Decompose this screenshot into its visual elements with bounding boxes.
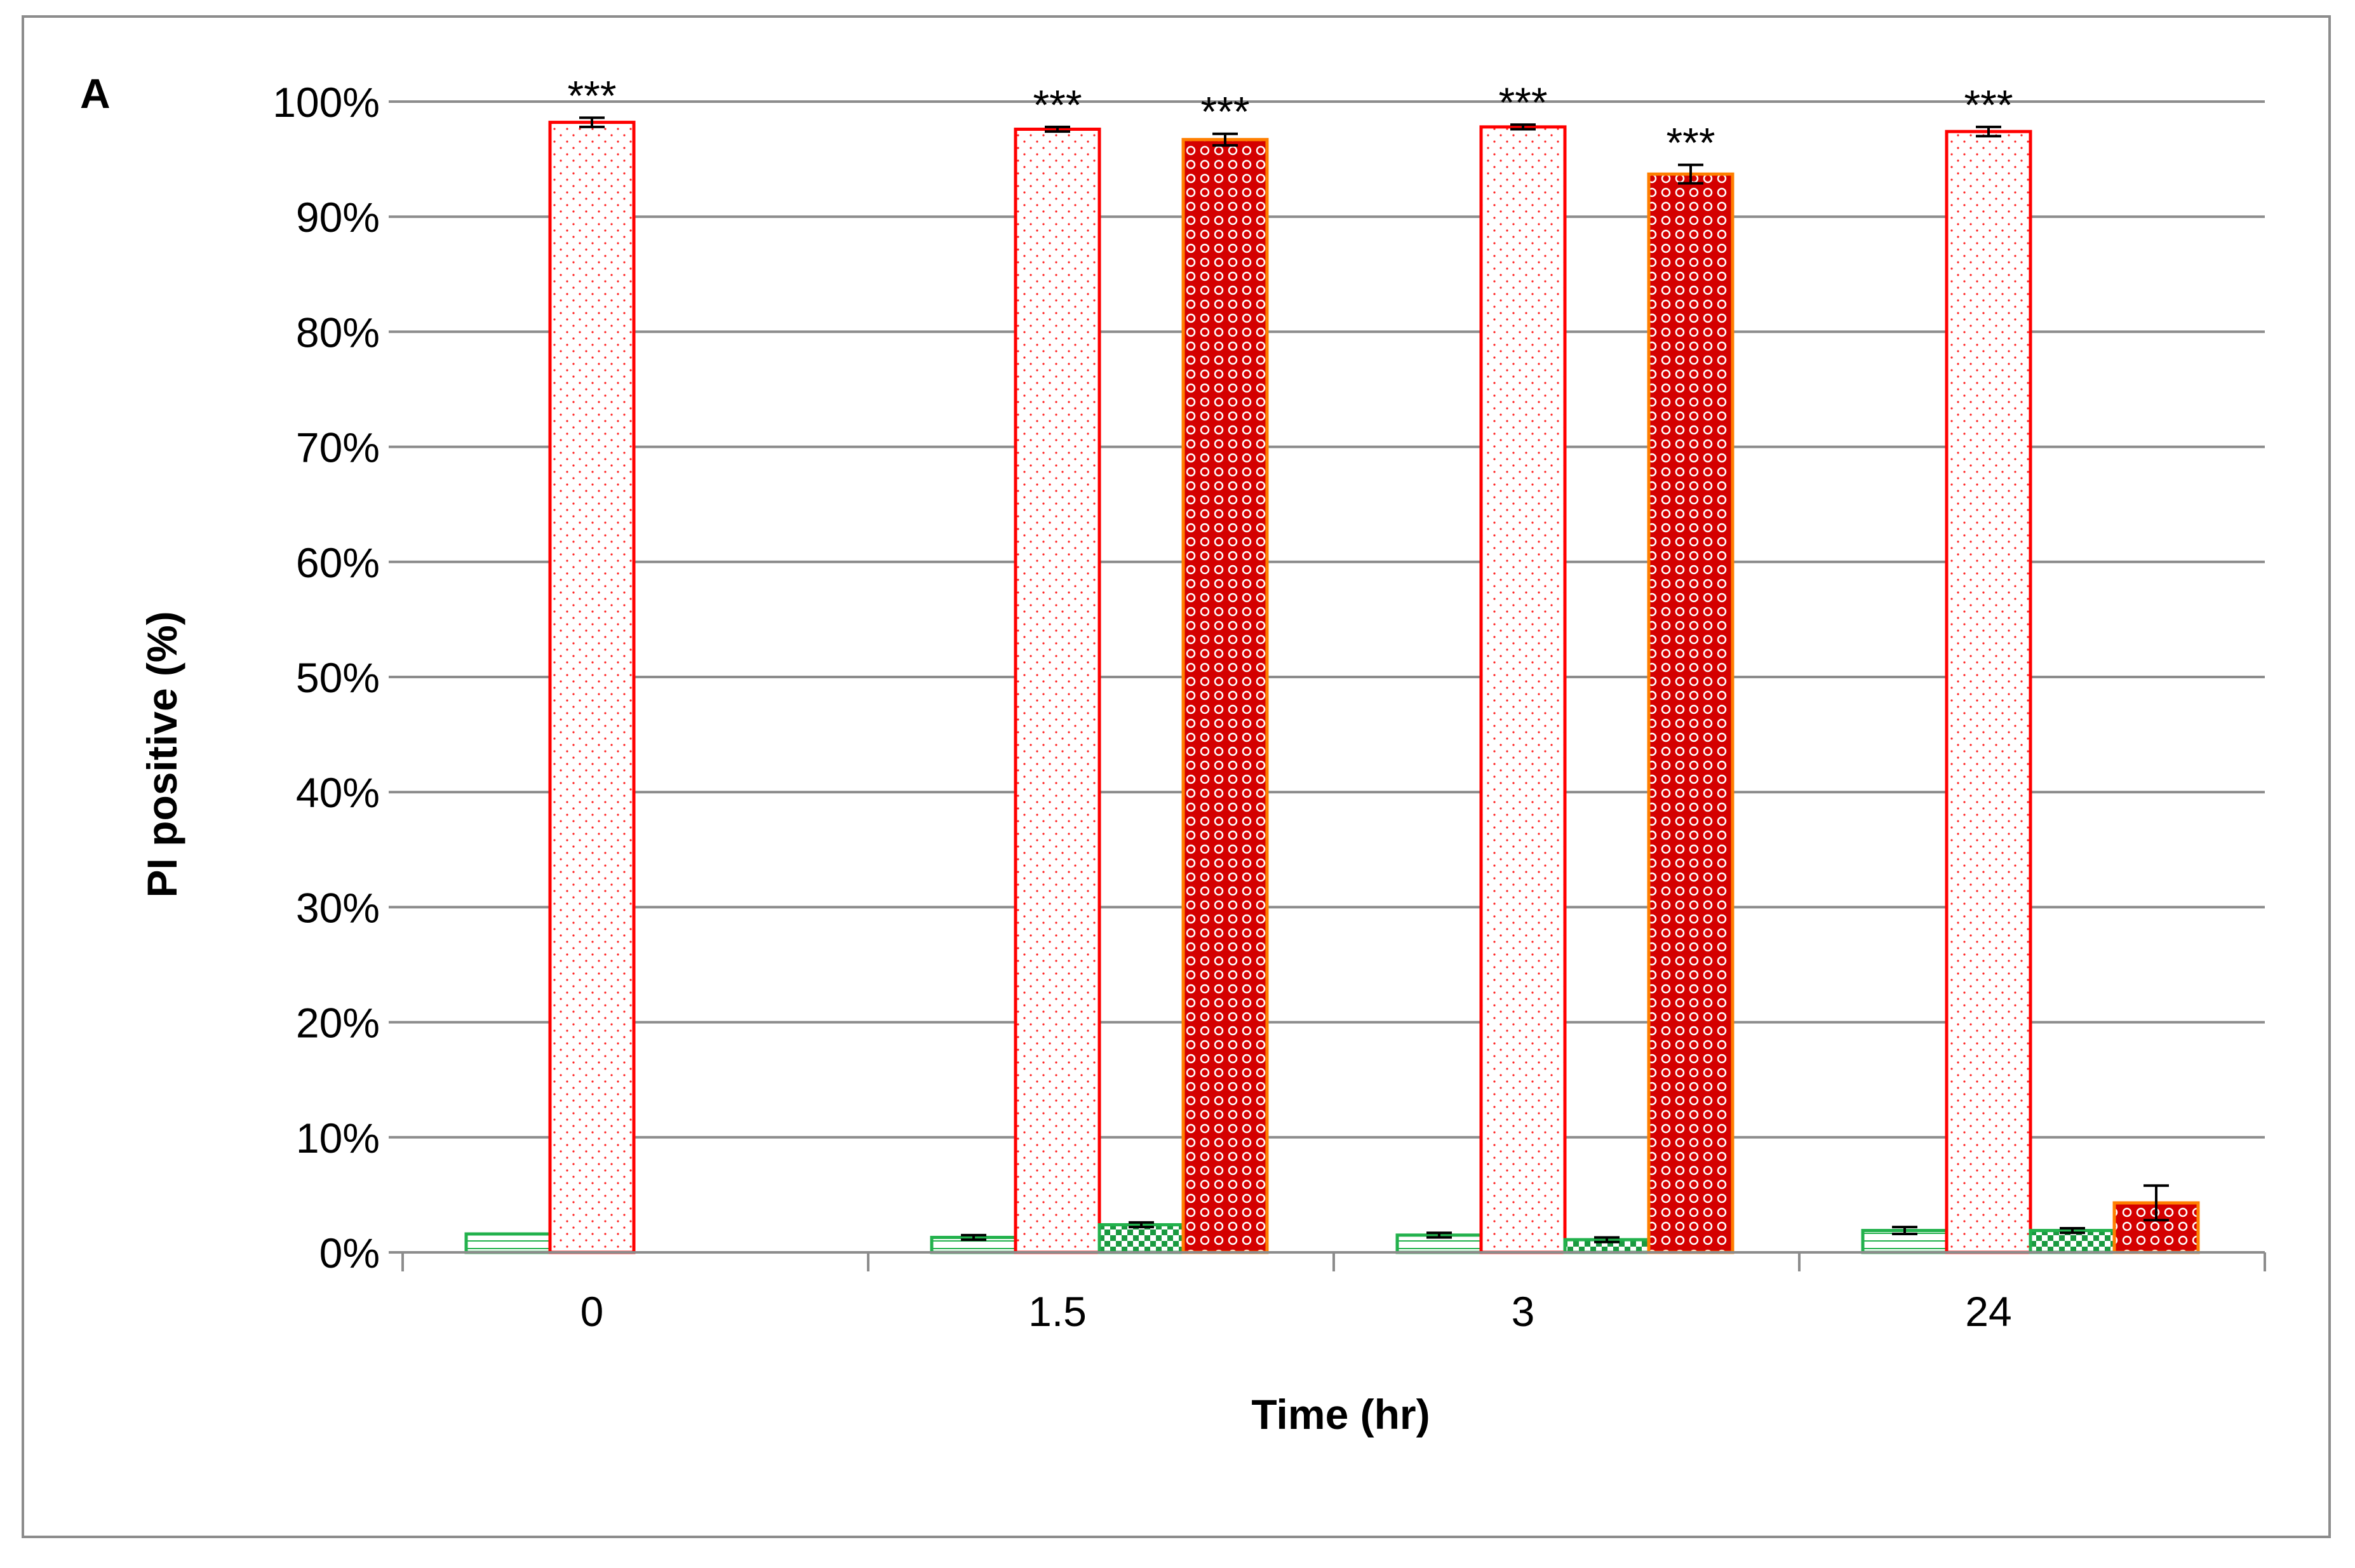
y-tick-label: 20%	[296, 1000, 380, 1047]
chart-frame: A 0% 10% 20% 30% 40% 50% 60% 70% 80% 90% 100% *** *…	[22, 15, 2331, 1538]
y-tick-label: 90%	[296, 194, 380, 241]
bars	[464, 121, 2200, 1254]
y-tick-label: 80%	[296, 309, 380, 356]
y-axis-tick-labels: 0% 10% 20% 30% 40% 50% 60% 70% 80% 90% 100%	[272, 79, 403, 1277]
significance-marker: ***	[1964, 81, 2013, 128]
x-axis-tick-labels: 0 1.5 3 24	[580, 1288, 2012, 1335]
y-tick-label: 40%	[296, 769, 380, 816]
x-tick-label: 0	[580, 1288, 604, 1335]
bar	[548, 121, 636, 1254]
x-tick-label: 24	[1965, 1288, 2011, 1335]
significance-markers: *** *** *** *** *** ***	[567, 72, 2013, 166]
significance-marker: ***	[567, 72, 616, 119]
y-tick-label: 30%	[296, 884, 380, 931]
significance-marker: ***	[1033, 81, 1082, 128]
bar	[1097, 1223, 1185, 1254]
x-axis-title: Time (hr)	[1251, 1391, 1430, 1438]
bar	[1014, 127, 1101, 1254]
y-axis-title: PI positive (%)	[138, 611, 185, 897]
bar	[1945, 130, 2032, 1254]
y-tick-label: 0%	[319, 1230, 380, 1277]
y-tick-label: 50%	[296, 654, 380, 701]
bar	[1479, 125, 1567, 1254]
bar	[1181, 138, 1269, 1254]
error-bars	[579, 116, 2169, 1243]
significance-marker: ***	[1498, 79, 1547, 126]
bar-chart: A 0%10%20%30%40%50%60%70%80%90%100% *** *…	[80, 70, 2266, 1438]
x-tick-label: 1.5	[1028, 1288, 1087, 1335]
y-tick-label: 60%	[296, 539, 380, 586]
panel-label: A	[80, 70, 111, 117]
significance-marker: ***	[1200, 88, 1249, 135]
significance-marker: ***	[1666, 119, 1715, 166]
x-axis	[401, 1251, 2266, 1271]
y-tick-label: 70%	[296, 424, 380, 471]
gridlines	[403, 100, 2265, 1139]
x-tick-label: 3	[1512, 1288, 1535, 1335]
bar	[1647, 172, 1734, 1254]
bar	[464, 1232, 552, 1254]
y-tick-label: 100%	[272, 79, 380, 126]
y-tick-label: 10%	[296, 1115, 380, 1162]
